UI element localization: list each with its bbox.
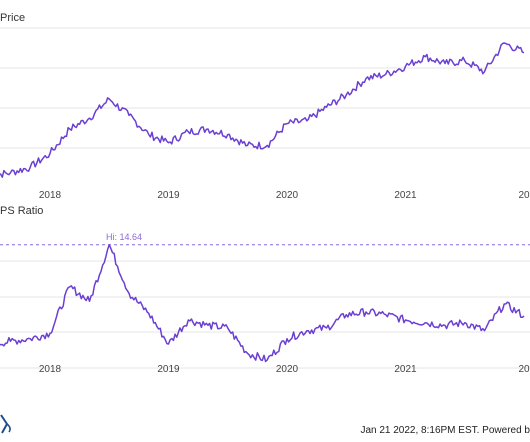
ps-ratio-chart-title: PS Ratio: [0, 205, 44, 217]
x-tick-label-1-0: 2018: [39, 364, 62, 375]
ycharts-logo-icon: [0, 414, 11, 434]
series-line-1-0: [0, 244, 525, 363]
price-chart-title: Price: [0, 12, 26, 24]
x-tick-label-0-0: 2018: [39, 190, 62, 201]
x-tick-label-1-4: 20: [518, 364, 530, 375]
x-tick-label-0-4: 20: [518, 190, 530, 201]
x-tick-label-0-3: 2021: [394, 190, 417, 201]
x-tick-label-1-3: 2021: [394, 364, 417, 375]
hi-label: Hi: 14.64: [106, 232, 142, 242]
x-tick-label-0-1: 2019: [157, 190, 180, 201]
x-tick-label-1-1: 2019: [157, 364, 180, 375]
series-line-0-0: [0, 42, 525, 178]
x-tick-label-1-2: 2020: [276, 364, 299, 375]
x-tick-label-0-2: 2020: [276, 190, 299, 201]
footer-timestamp: Jan 21 2022, 8:16PM EST. Powered b: [360, 425, 530, 436]
